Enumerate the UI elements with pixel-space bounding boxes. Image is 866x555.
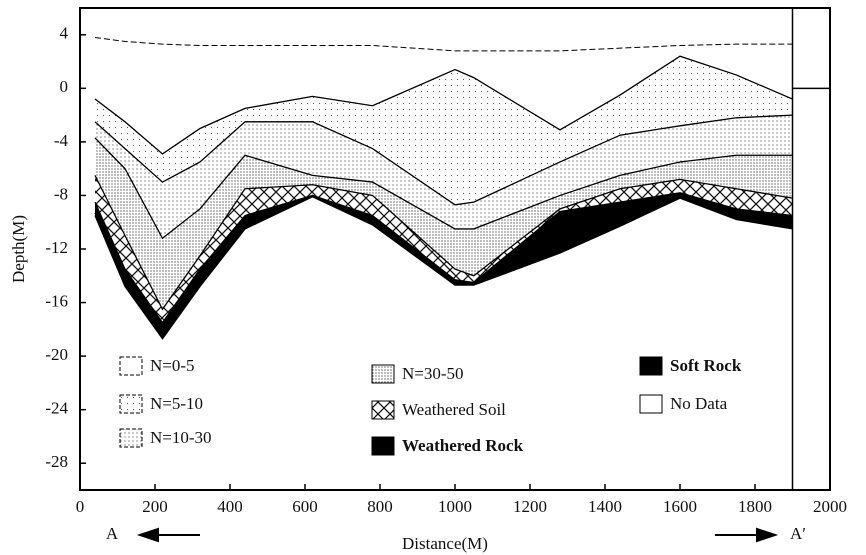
- layer-boundary: [94, 196, 793, 340]
- x-tick-label: 1000: [438, 497, 472, 516]
- legend-label: N=0-5: [150, 356, 195, 375]
- legend-label: Soft Rock: [670, 356, 742, 375]
- layer-boundary: [94, 114, 793, 206]
- legend-label: Weathered Soil: [402, 400, 506, 419]
- layer-fill: [95, 56, 793, 205]
- arrow-left: [136, 527, 200, 543]
- y-tick-label: -28: [45, 452, 68, 471]
- layer-fill: [95, 175, 793, 323]
- legend-swatch: [119, 428, 143, 448]
- layer-fill: [95, 192, 793, 334]
- annotation: A′: [790, 524, 806, 543]
- x-axis-label: Distance(M): [402, 534, 488, 553]
- legend-swatch: [119, 356, 143, 376]
- x-tick-label: 200: [142, 497, 168, 516]
- y-tick-label: -4: [54, 131, 69, 150]
- y-tick-label: -20: [45, 345, 68, 364]
- legend-label: N=10-30: [150, 428, 212, 447]
- x-tick-label: 400: [217, 497, 243, 516]
- x-tick-label: 1800: [738, 497, 772, 516]
- y-tick-label: -24: [45, 399, 68, 418]
- layer-boundary: [94, 36, 793, 52]
- layer-fill: [95, 137, 793, 310]
- layer-boundary: [94, 175, 793, 311]
- layer-fill: [95, 196, 793, 491]
- x-tick-label: 800: [367, 497, 393, 516]
- y-tick-label: -12: [45, 238, 68, 257]
- y-tick-label: 0: [60, 77, 69, 96]
- x-tick-label: 0: [76, 497, 85, 516]
- layer-boundary: [94, 137, 793, 240]
- layer-boundary: [94, 194, 793, 335]
- layer-boundary: [94, 55, 793, 155]
- legend-label: N=30-50: [402, 364, 464, 383]
- legend-swatch: [371, 436, 395, 456]
- layer-boundary: [94, 192, 793, 324]
- legend-swatch: [639, 356, 663, 376]
- y-tick-label: 4: [60, 24, 69, 43]
- x-tick-label: 1200: [513, 497, 547, 516]
- legend-label: N=5-10: [150, 394, 203, 413]
- x-tick-label: 2000: [813, 497, 847, 516]
- legend-label: Weathered Rock: [402, 436, 524, 455]
- y-tick-label: -16: [45, 291, 68, 310]
- layer-fill: [95, 37, 793, 154]
- legend-swatch: [371, 364, 395, 384]
- y-tick-label: -8: [54, 184, 68, 203]
- arrow-right: [715, 527, 779, 543]
- layer-fill: [95, 115, 793, 239]
- annotation: A: [106, 524, 119, 543]
- legend-swatch: [119, 394, 143, 414]
- legend-swatch: [371, 400, 395, 420]
- x-tick-label: 1600: [663, 497, 697, 516]
- y-axis-label: Depth(M): [9, 215, 28, 283]
- legend-swatch: [639, 394, 663, 414]
- x-tick-label: 1400: [588, 497, 622, 516]
- legend-label: No Data: [670, 394, 728, 413]
- x-tick-label: 600: [292, 497, 318, 516]
